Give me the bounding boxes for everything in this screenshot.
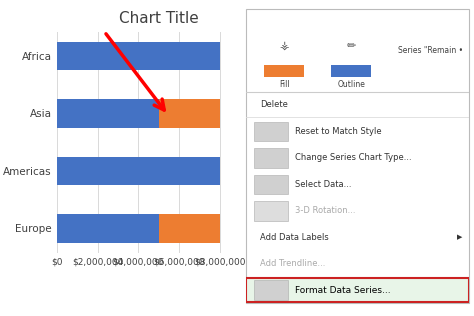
- FancyBboxPatch shape: [264, 65, 304, 77]
- Text: Format Data Series...: Format Data Series...: [295, 286, 391, 295]
- Text: Delete: Delete: [260, 100, 288, 109]
- Title: Chart Title: Chart Title: [119, 11, 199, 26]
- Bar: [57, 156, 220, 185]
- Bar: [57, 214, 159, 243]
- Text: Outline: Outline: [337, 80, 365, 89]
- Text: ⚶: ⚶: [280, 41, 289, 51]
- Text: Select Data...: Select Data...: [295, 180, 352, 189]
- FancyBboxPatch shape: [254, 148, 288, 168]
- FancyBboxPatch shape: [254, 174, 288, 194]
- Text: Add Trendline...: Add Trendline...: [260, 259, 325, 268]
- Text: ▶: ▶: [457, 234, 463, 240]
- Bar: [57, 42, 220, 70]
- Bar: [159, 214, 220, 243]
- FancyBboxPatch shape: [254, 280, 288, 300]
- Bar: [159, 99, 220, 128]
- Text: Reset to Match Style: Reset to Match Style: [295, 127, 382, 136]
- FancyBboxPatch shape: [246, 9, 469, 303]
- Bar: [57, 99, 159, 128]
- Text: Change Series Chart Type...: Change Series Chart Type...: [295, 153, 412, 162]
- Text: Series "Remain •: Series "Remain •: [398, 46, 463, 55]
- Text: ✏: ✏: [346, 41, 356, 51]
- FancyBboxPatch shape: [331, 65, 371, 77]
- Text: Fill: Fill: [279, 80, 290, 89]
- FancyBboxPatch shape: [254, 122, 288, 141]
- FancyBboxPatch shape: [246, 278, 469, 302]
- Text: Add Data Labels: Add Data Labels: [260, 233, 328, 242]
- Text: 3-D Rotation...: 3-D Rotation...: [295, 206, 356, 215]
- FancyBboxPatch shape: [254, 201, 288, 221]
